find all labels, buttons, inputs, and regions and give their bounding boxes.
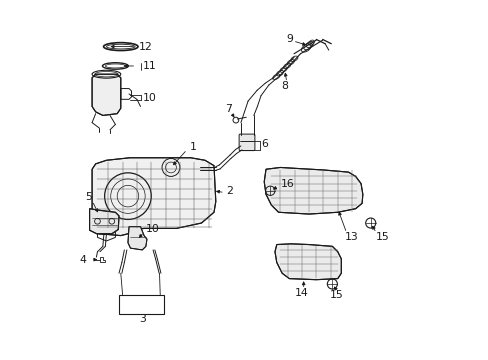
Bar xyxy=(119,295,163,315)
Text: 8: 8 xyxy=(281,81,287,91)
Text: 15: 15 xyxy=(375,232,388,242)
Text: 1: 1 xyxy=(190,142,197,152)
Text: 13: 13 xyxy=(344,232,358,242)
Text: 14: 14 xyxy=(294,288,308,298)
Polygon shape xyxy=(92,158,215,235)
Polygon shape xyxy=(92,74,121,116)
Text: 11: 11 xyxy=(142,61,156,71)
Text: 10: 10 xyxy=(145,225,160,234)
FancyBboxPatch shape xyxy=(239,134,254,150)
Text: 16: 16 xyxy=(280,179,293,189)
Text: 7: 7 xyxy=(224,104,231,114)
Polygon shape xyxy=(128,226,147,250)
Text: 9: 9 xyxy=(285,35,292,44)
Text: 15: 15 xyxy=(329,291,343,301)
Text: 6: 6 xyxy=(261,139,268,149)
Text: 5: 5 xyxy=(85,192,92,202)
Text: 10: 10 xyxy=(142,93,156,103)
Text: 2: 2 xyxy=(226,186,233,196)
Polygon shape xyxy=(264,167,362,214)
Text: 4: 4 xyxy=(79,255,86,265)
Polygon shape xyxy=(89,209,119,234)
Text: 3: 3 xyxy=(139,314,145,324)
Text: 12: 12 xyxy=(138,42,152,51)
Polygon shape xyxy=(274,244,341,280)
